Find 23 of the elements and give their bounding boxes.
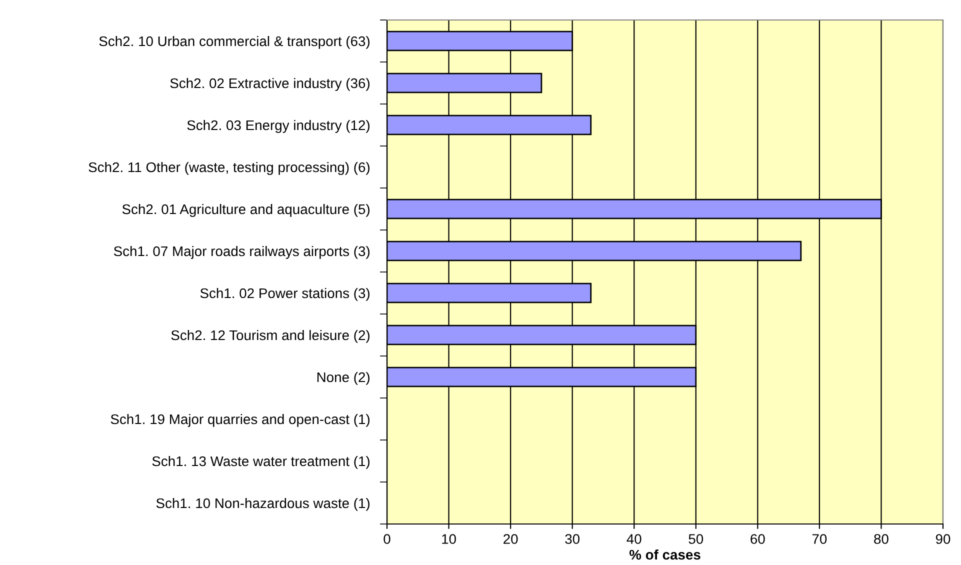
y-tick-label: Sch2. 02 Extractive industry (36) [170, 78, 370, 91]
x-tick-label: 40 [626, 534, 642, 544]
y-tick-label: Sch2. 11 Other (waste, testing processing) (6) [88, 162, 370, 175]
y-tick-label: Sch1. 19 Major quarries and open-cast (1) [110, 414, 370, 427]
x-axis-title: % of cases [629, 549, 700, 560]
x-tick-label: 90 [936, 534, 950, 544]
y-tick-label: Sch2. 03 Energy industry (12) [187, 120, 370, 133]
y-tick-label: Sch1. 10 Non-hazardous waste (1) [156, 498, 370, 511]
x-tick-label: 60 [750, 534, 765, 544]
y-tick-label: Sch1. 07 Major roads railways airports (3) [114, 246, 370, 259]
x-tick-label: 0 [384, 534, 390, 544]
x-tick-label: 50 [688, 534, 704, 544]
y-tick-label: Sch1. 13 Waste water treatment (1) [152, 456, 370, 469]
y-tick-label: Sch2. 12 Tourism and leisure (2) [171, 330, 370, 343]
x-tick-label: 30 [565, 534, 580, 544]
x-tick-label: 20 [504, 534, 518, 544]
y-tick-label: None (2) [317, 372, 370, 385]
y-tick-label: Sch1. 02 Power stations (3) [200, 288, 370, 301]
x-tick-label: 70 [812, 534, 827, 544]
y-tick-label: Sch2. 01 Agriculture and aquaculture (5) [122, 204, 370, 217]
x-tick-label: 10 [442, 534, 456, 544]
y-tick-label: Sch2. 10 Urban commercial & transport (63) [99, 36, 370, 49]
x-tick-label: 80 [874, 534, 888, 544]
